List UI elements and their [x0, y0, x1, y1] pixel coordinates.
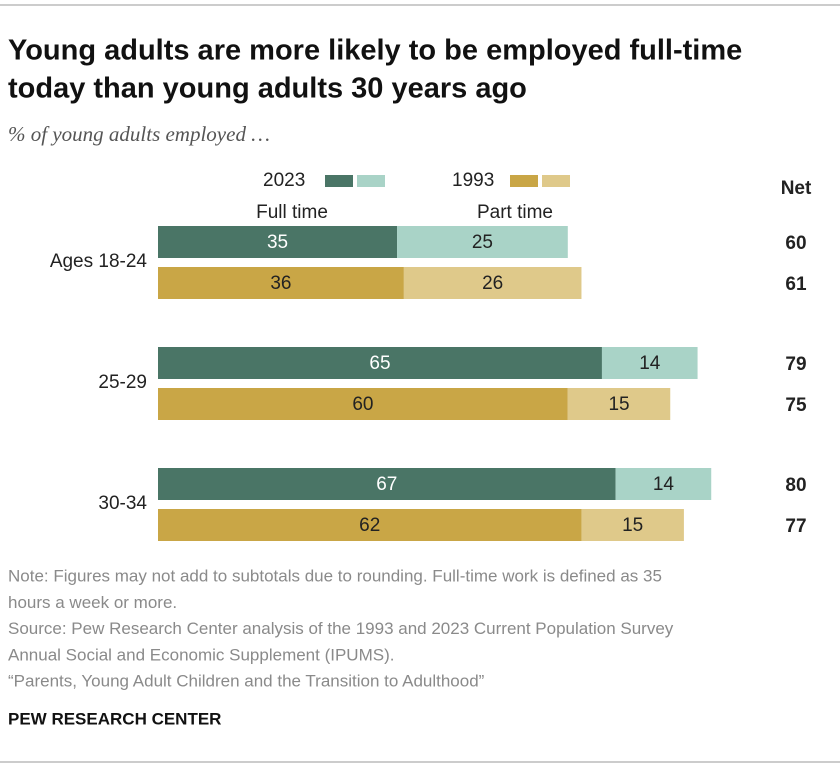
- net-value: 79: [785, 354, 806, 375]
- legend-swatch: [325, 175, 353, 187]
- chart-title: today than young adults 30 years ago: [8, 73, 527, 105]
- bar-segment: [158, 468, 616, 500]
- bar-segment: [601, 347, 698, 379]
- bar-segment: [567, 388, 671, 420]
- legend-label: 1993: [452, 170, 494, 191]
- value-label: 26: [482, 273, 503, 294]
- legend-swatch: [542, 175, 570, 187]
- bar-segment: [158, 509, 582, 541]
- bar-segment: [397, 226, 568, 258]
- value-label: 60: [352, 394, 373, 415]
- value-label: 65: [369, 353, 390, 374]
- net-header: Net: [781, 178, 812, 199]
- bar-segment: [158, 347, 602, 379]
- net-value: 61: [785, 274, 807, 295]
- net-value: 75: [785, 395, 807, 416]
- source-brand: PEW RESEARCH CENTER: [8, 709, 221, 728]
- bar-segment: [581, 509, 684, 541]
- segment-label: Part time: [477, 202, 553, 223]
- chart-title: Young adults are more likely to be emplo…: [8, 35, 742, 67]
- value-label: 15: [622, 515, 643, 536]
- value-label: 35: [267, 232, 288, 253]
- category-label: 30-34: [98, 493, 147, 514]
- note-line: Source: Pew Research Center analysis of …: [8, 619, 674, 638]
- value-label: 25: [472, 232, 493, 253]
- value-label: 15: [608, 394, 629, 415]
- legend-swatch: [357, 175, 385, 187]
- note-line: Annual Social and Economic Supplement (I…: [8, 645, 394, 664]
- value-label: 67: [376, 474, 397, 495]
- bar-segment: [158, 388, 568, 420]
- legend-label: 2023: [263, 170, 305, 191]
- net-value: 77: [785, 516, 806, 537]
- note-line: “Parents, Young Adult Children and the T…: [8, 672, 485, 691]
- category-label: 25-29: [98, 372, 147, 393]
- value-label: 14: [639, 353, 661, 374]
- bar-segment: [158, 226, 398, 258]
- note-line: Note: Figures may not add to subtotals d…: [8, 566, 662, 585]
- bar-segment: [403, 267, 582, 299]
- note-line: hours a week or more.: [8, 593, 177, 612]
- category-label: Ages 18-24: [50, 251, 148, 272]
- value-label: 36: [270, 273, 291, 294]
- value-label: 14: [653, 474, 675, 495]
- value-label: 62: [359, 515, 380, 536]
- net-value: 80: [785, 475, 806, 496]
- chart-subtitle: % of young adults employed …: [8, 122, 270, 146]
- bar-segment: [615, 468, 712, 500]
- segment-label: Full time: [256, 202, 328, 223]
- legend-swatch: [510, 175, 538, 187]
- bar-segment: [158, 267, 404, 299]
- net-value: 60: [785, 233, 806, 254]
